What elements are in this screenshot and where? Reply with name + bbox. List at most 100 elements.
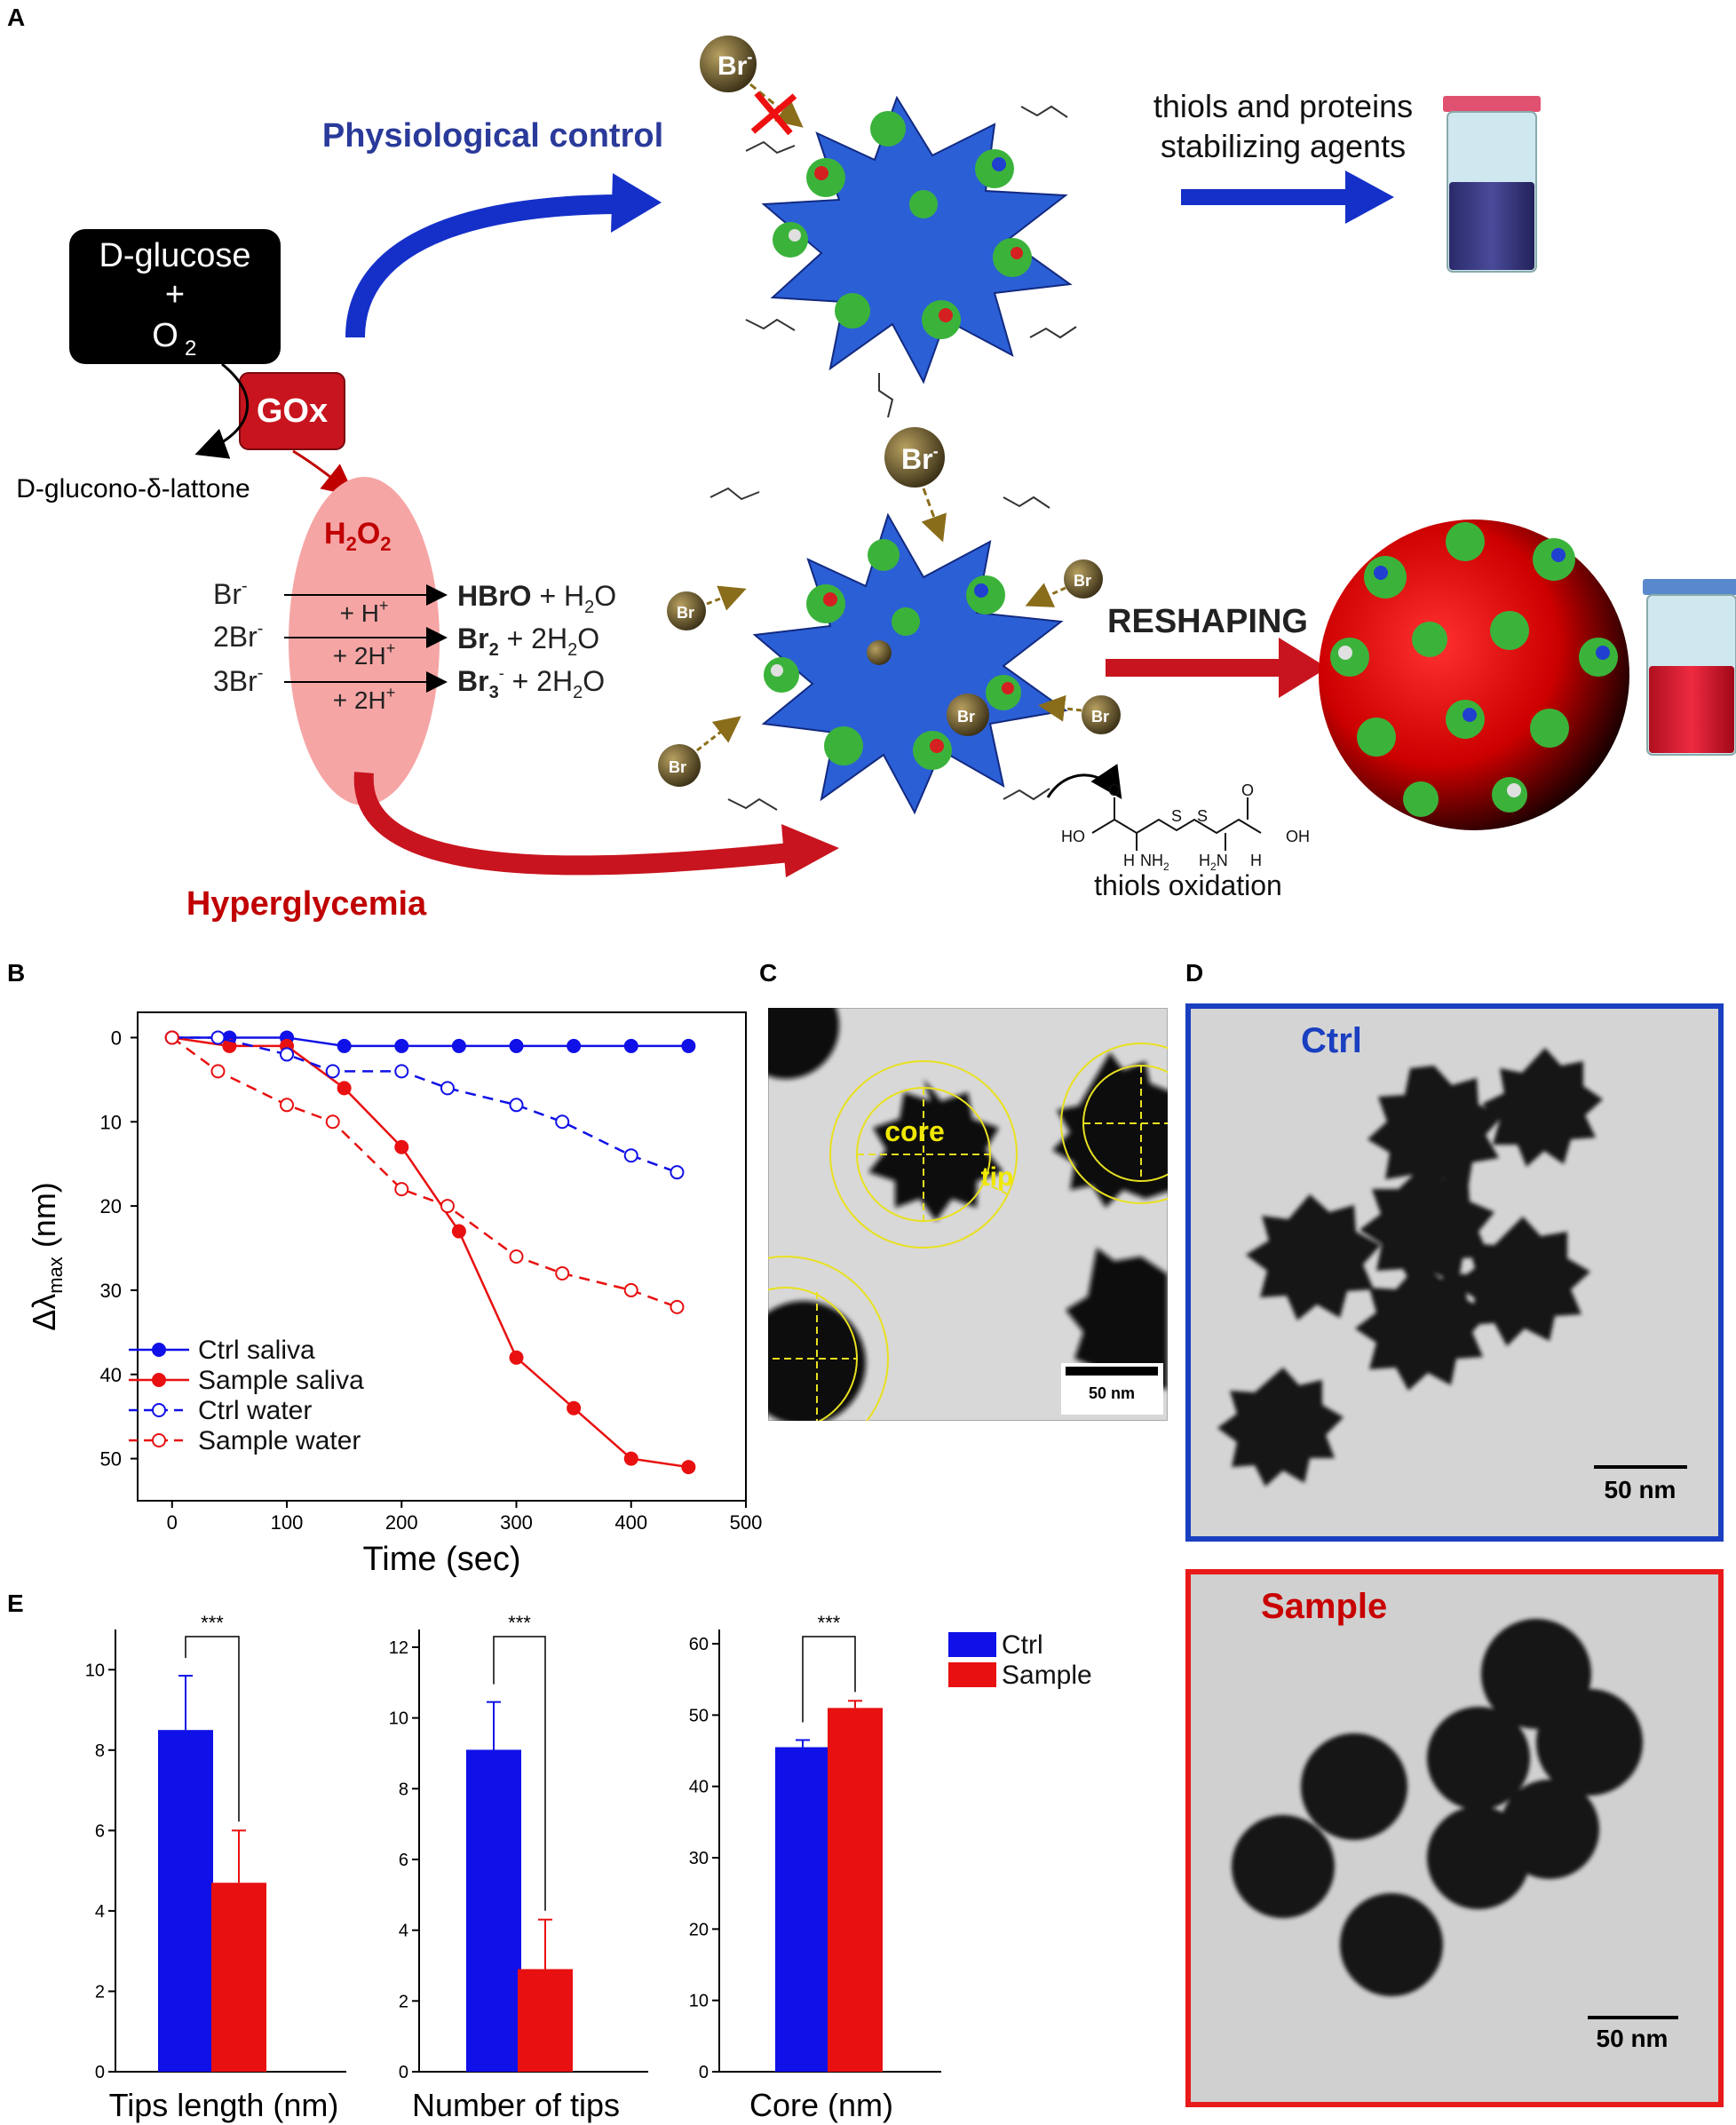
y-tick-label: 6	[399, 1851, 408, 1870]
y-tick-label: 2	[399, 1992, 408, 2011]
y-tick-label: 2	[95, 1982, 105, 2002]
oxidation-arrow	[1046, 764, 1122, 799]
svg-text:Br2 + 2H2O: Br2 + 2H2O	[457, 622, 599, 660]
core-label: core	[884, 1115, 945, 1147]
bar-sample	[518, 1969, 573, 2072]
y-tick-label: 4	[95, 1902, 105, 1922]
reaction-2: 2Br- + 2H+ Br2 + 2H2O	[213, 619, 599, 670]
vial-red-icon	[1643, 579, 1736, 756]
scalebar-d1	[1594, 1465, 1687, 1469]
series-3-point	[509, 1098, 524, 1113]
svg-text:Br: Br	[957, 708, 975, 726]
bromide-ion-2	[667, 591, 706, 630]
scale-label-d1: 50 nm	[1605, 1476, 1677, 1503]
hyper-arrowhead	[781, 824, 839, 877]
reaction-scheme: D-glucose + O 2 GOx D-glucono-δ-lattone …	[16, 36, 1736, 923]
y-tick-label: 10	[85, 1661, 105, 1680]
significance-label: ***	[508, 1612, 531, 1634]
series-line-4	[171, 1036, 678, 1309]
y-tick-label: 20	[689, 1920, 709, 1939]
nanostar-top	[745, 95, 1077, 418]
scalebar-c	[1066, 1367, 1158, 1376]
legend-marker-1	[152, 1343, 166, 1357]
series-4-point	[555, 1265, 570, 1281]
bromide-ion-1	[884, 427, 945, 488]
tem-images-d: Ctrl 50 nm Sample 50 nm	[1185, 1003, 1724, 2107]
panel-letter-c: C	[759, 959, 778, 987]
reshaping-arrow	[1106, 659, 1283, 677]
bromide-ion-6	[1082, 695, 1121, 734]
bar-ctrl	[775, 1747, 830, 2072]
bromide-ion-4	[658, 744, 701, 787]
svg-text:OH: OH	[1286, 828, 1310, 845]
svg-text:O: O	[1241, 781, 1254, 799]
bar-chart-1: 0 2 4 6 8 10 *** Tips length (nm)	[85, 1612, 346, 2123]
series-4-point	[280, 1098, 295, 1113]
series-2-point	[623, 1451, 638, 1466]
y-axis-label: Δλmax (nm)	[26, 1182, 67, 1331]
significance-bracket	[493, 1636, 546, 1911]
oxygen-sub: 2	[185, 337, 196, 361]
svg-text:3Br-: 3Br-	[213, 663, 263, 697]
x-axis-label: Time (sec)	[362, 1541, 520, 1578]
y-tick-label: 8	[399, 1780, 408, 1799]
panel-letter-d: D	[1185, 959, 1204, 987]
series-2-point	[451, 1224, 466, 1239]
y-tick-label: 30	[100, 1280, 122, 1302]
series-4-point	[509, 1249, 524, 1264]
legend-label-1: Ctrl saliva	[198, 1336, 315, 1365]
bromide-ion-5	[947, 694, 989, 736]
y-tick-label: 0	[95, 2063, 105, 2082]
byproduct-arrow	[194, 362, 250, 459]
bromide-top	[700, 36, 757, 92]
panel-letter-b: B	[7, 959, 26, 987]
series-3-point	[280, 1047, 295, 1062]
hyper-label: Hyperglycemia	[186, 885, 427, 923]
y-tick-label: 4	[399, 1922, 408, 1941]
legend-label-ctrl: Ctrl	[1002, 1630, 1043, 1660]
series-1-point	[451, 1038, 466, 1053]
glucose-box	[69, 229, 281, 364]
svg-text:Br-: Br-	[213, 576, 248, 610]
bar-sample	[828, 1708, 883, 2072]
series-3-point	[555, 1114, 570, 1130]
significance-bracket	[185, 1636, 240, 1822]
legend-swatch-sample	[948, 1662, 996, 1687]
svg-text:+ H+: + H+	[340, 597, 389, 627]
bar-sample	[211, 1883, 266, 2072]
nanostar-bottom	[709, 487, 1068, 815]
gox-box	[239, 372, 345, 450]
significance-label: ***	[818, 1612, 841, 1634]
legend-label-3: Ctrl water	[198, 1396, 312, 1425]
series-2-point	[681, 1460, 696, 1475]
series-4-point	[325, 1114, 340, 1130]
sample-nanoparticles	[1232, 1619, 1643, 1996]
ctrl-label: Ctrl	[1301, 1021, 1362, 1060]
svg-text:HBrO + H2O: HBrO + H2O	[457, 580, 616, 617]
svg-text:S: S	[1197, 807, 1208, 825]
series-1-point	[394, 1038, 409, 1053]
scale-label-c: 50 nm	[1089, 1384, 1135, 1402]
svg-text:Br: Br	[677, 604, 694, 622]
x-axis-label: Core (nm)	[749, 2087, 893, 2123]
y-tick-label: 0	[399, 2063, 408, 2082]
control-arrowhead	[611, 173, 662, 233]
series-3-point	[325, 1064, 340, 1079]
series-2-point	[337, 1081, 352, 1096]
bromide-top-text: Br-	[717, 48, 752, 81]
series-2-point	[567, 1400, 582, 1415]
series-4-point	[670, 1299, 685, 1314]
reaction-3: 3Br- + 2H+ Br3- + 2H2O	[213, 663, 605, 714]
x-tick-label: 100	[271, 1511, 304, 1534]
y-tick-label: 50	[100, 1448, 122, 1471]
svg-text:+ 2H+: + 2H+	[333, 639, 395, 670]
series-4-point	[394, 1182, 409, 1197]
cystine-molecule	[1091, 797, 1262, 851]
series-line-3	[171, 1036, 678, 1174]
series-1-point	[623, 1038, 638, 1053]
hyper-arrow	[353, 772, 792, 876]
x-tick-label: 0	[167, 1511, 178, 1534]
y-tick-label: 12	[389, 1638, 408, 1658]
svg-text:Br-: Br-	[901, 442, 939, 475]
